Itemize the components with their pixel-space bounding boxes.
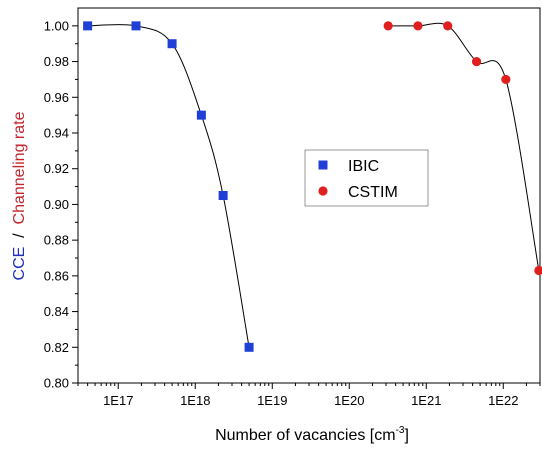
data-markers xyxy=(83,21,542,352)
data-point-cstim xyxy=(413,21,423,31)
y-tick-label: 0.84 xyxy=(44,304,69,319)
y-axis: 0.80 0.82 0.84 0.86 0.88 0.90 0.92 0.94 0.96 0.98… xyxy=(44,18,78,391)
legend-marker-cstim xyxy=(318,186,328,196)
y-tick-label: 0.80 xyxy=(44,376,69,391)
x-tick-label: 1E20 xyxy=(334,393,364,408)
data-point-ibic xyxy=(131,21,141,31)
x-axis-title-end: ] xyxy=(404,427,408,444)
x-tick-label: 1E18 xyxy=(180,393,210,408)
legend-label-cstim: CSTIM xyxy=(348,184,398,201)
data-point-cstim xyxy=(443,21,453,31)
y-axis-title-part: CCE xyxy=(11,247,28,281)
x-axis-title: Number of vacancies [cm-3] xyxy=(215,425,409,444)
y-axis-title-part: Channeling rate xyxy=(11,111,28,224)
y-tick-label: 0.92 xyxy=(44,161,69,176)
y-axis-title-part: / xyxy=(11,224,28,246)
y-tick-label: 0.90 xyxy=(44,197,69,212)
data-point-cstim xyxy=(534,265,542,276)
fit-curve-cstim xyxy=(388,22,540,271)
y-tick-label: 1.00 xyxy=(44,18,69,33)
data-point-cstim xyxy=(383,21,393,31)
x-tick-label: 1E19 xyxy=(257,393,287,408)
data-point-ibic xyxy=(244,342,254,352)
data-point-cstim xyxy=(471,56,482,67)
data-point-cstim xyxy=(501,74,511,85)
data-point-ibic xyxy=(196,110,206,120)
x-axis-title-exponent: -3 xyxy=(396,425,405,436)
x-tick-label: 1E17 xyxy=(103,393,133,408)
legend-box xyxy=(304,149,429,207)
legend: IBIC CSTIM xyxy=(304,149,429,207)
y-tick-label: 0.96 xyxy=(44,90,69,105)
y-tick-label: 0.98 xyxy=(44,54,69,69)
y-tick-label: 0.82 xyxy=(44,340,69,355)
data-point-ibic xyxy=(218,191,228,200)
data-point-ibic xyxy=(83,21,93,31)
data-point-ibic xyxy=(167,39,177,49)
x-axis: 1E17 1E18 1E19 1E20 1E21 1E22 xyxy=(77,383,541,408)
y-tick-label: 0.94 xyxy=(44,126,69,141)
y-tick-label: 0.88 xyxy=(44,233,69,248)
x-tick-label: 1E21 xyxy=(411,393,441,408)
fit-curve-ibic xyxy=(87,24,250,348)
x-tick-label: 1E22 xyxy=(488,393,518,408)
legend-label-ibic: IBIC xyxy=(348,158,379,175)
y-tick-label: 0.86 xyxy=(44,268,69,283)
y-axis-title: CCE / Channeling rate xyxy=(11,111,28,280)
legend-marker-ibic xyxy=(318,160,328,170)
